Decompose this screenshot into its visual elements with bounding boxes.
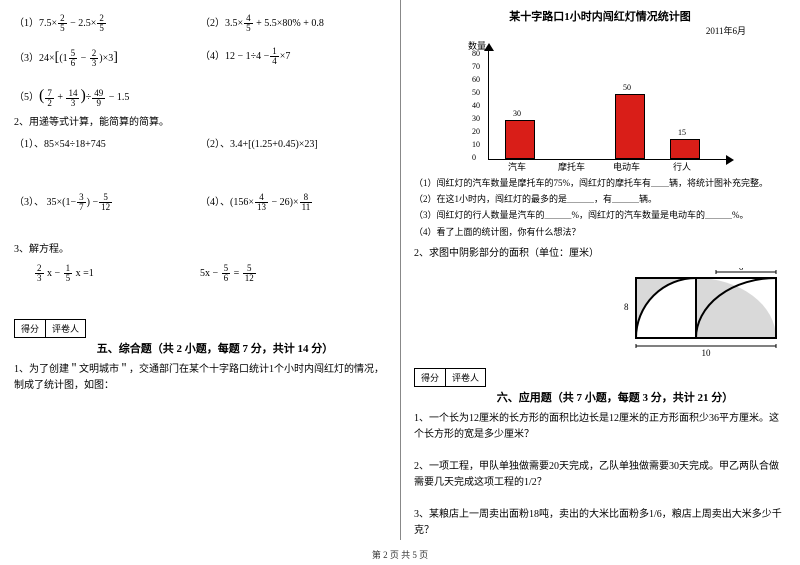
q2-title: 2、用递等式计算，能简算的简算。: [14, 115, 386, 131]
s6-q2: 2、一项工程，甲队单独做需要20天完成，乙队单独做需要30天完成。甲乙两队合做需…: [414, 459, 786, 491]
section-5-title: 五、综合题（共 2 小题，每题 7 分，共计 14 分）: [44, 340, 386, 356]
bar-car: [505, 120, 535, 159]
svg-text:6: 6: [739, 268, 744, 272]
svg-text:10: 10: [702, 348, 712, 358]
section-6-title: 六、应用题（共 7 小题，每题 3 分，共计 21 分）: [444, 389, 786, 405]
score-box-2: 得分评卷人: [414, 368, 486, 387]
expr-2: （2）3.5×45 + 5.5×80% + 0.8: [200, 14, 386, 33]
bar-chart: 数量 0 10 20 30 40 50 60 70 80 30 50 15 汽车…: [460, 41, 740, 171]
q2c: （3）、 35×(1−37) −512: [14, 193, 200, 212]
s6-q3: 3、某粮店上一周卖出面粉18吨，卖出的大米比面粉多1/6，粮店上周卖出大米多少千…: [414, 507, 786, 539]
svg-text:8: 8: [624, 302, 629, 312]
fill-in: （1）闯红灯的汽车数量是摩托车的75%，闯红灯的摩托车有＿＿辆，将统计图补充完整…: [414, 175, 786, 240]
expr-5: （5）(72 + 143)÷499 − 1.5: [14, 83, 386, 109]
expr-3: （3）24×[(156 − 23)×3]: [14, 47, 200, 69]
right-column: 某十字路口1小时内闯红灯情况统计图 2011年6月 数量 0 10 20 30 …: [400, 0, 800, 540]
bar-ev: [615, 94, 645, 159]
s6-q1: 1、一个长为12厘米的长方形的面积比边长是12厘米的正方形面积少36平方厘米。这…: [414, 411, 786, 443]
shaded-figure: 6 10 8: [616, 268, 786, 358]
s5-q1: 1、为了创建＂文明城市＂，交通部门在某个十字路口统计1个小时内闯红灯的情况，制成…: [14, 362, 386, 394]
bar-ped: [670, 139, 700, 159]
expr-1: （1）7.5×25 − 2.5×25: [14, 14, 200, 33]
q3a: 23 x − 15 x =1: [14, 264, 200, 283]
left-column: （1）7.5×25 − 2.5×25 （2）3.5×45 + 5.5×80% +…: [0, 0, 400, 540]
chart-date: 2011年6月: [414, 24, 746, 37]
r-q2: 2、求图中阴影部分的面积（单位：厘米）: [414, 246, 786, 262]
q2a: （1）、85×54÷18+745: [14, 137, 200, 153]
score-box: 得分评卷人: [14, 319, 86, 338]
q2b: （2）、3.4+[(1.25+0.45)×23]: [200, 137, 386, 153]
chart-title: 某十字路口1小时内闯红灯情况统计图: [414, 8, 786, 24]
q3-title: 3、解方程。: [14, 242, 386, 258]
expr-4: （4）12 − 1÷4 −14×7: [200, 47, 386, 69]
q2d: （4）、(156×413 − 26)×811: [200, 193, 386, 212]
page-footer: 第 2 页 共 5 页: [0, 548, 800, 561]
q3b: 5x − 56 = 512: [200, 264, 386, 283]
